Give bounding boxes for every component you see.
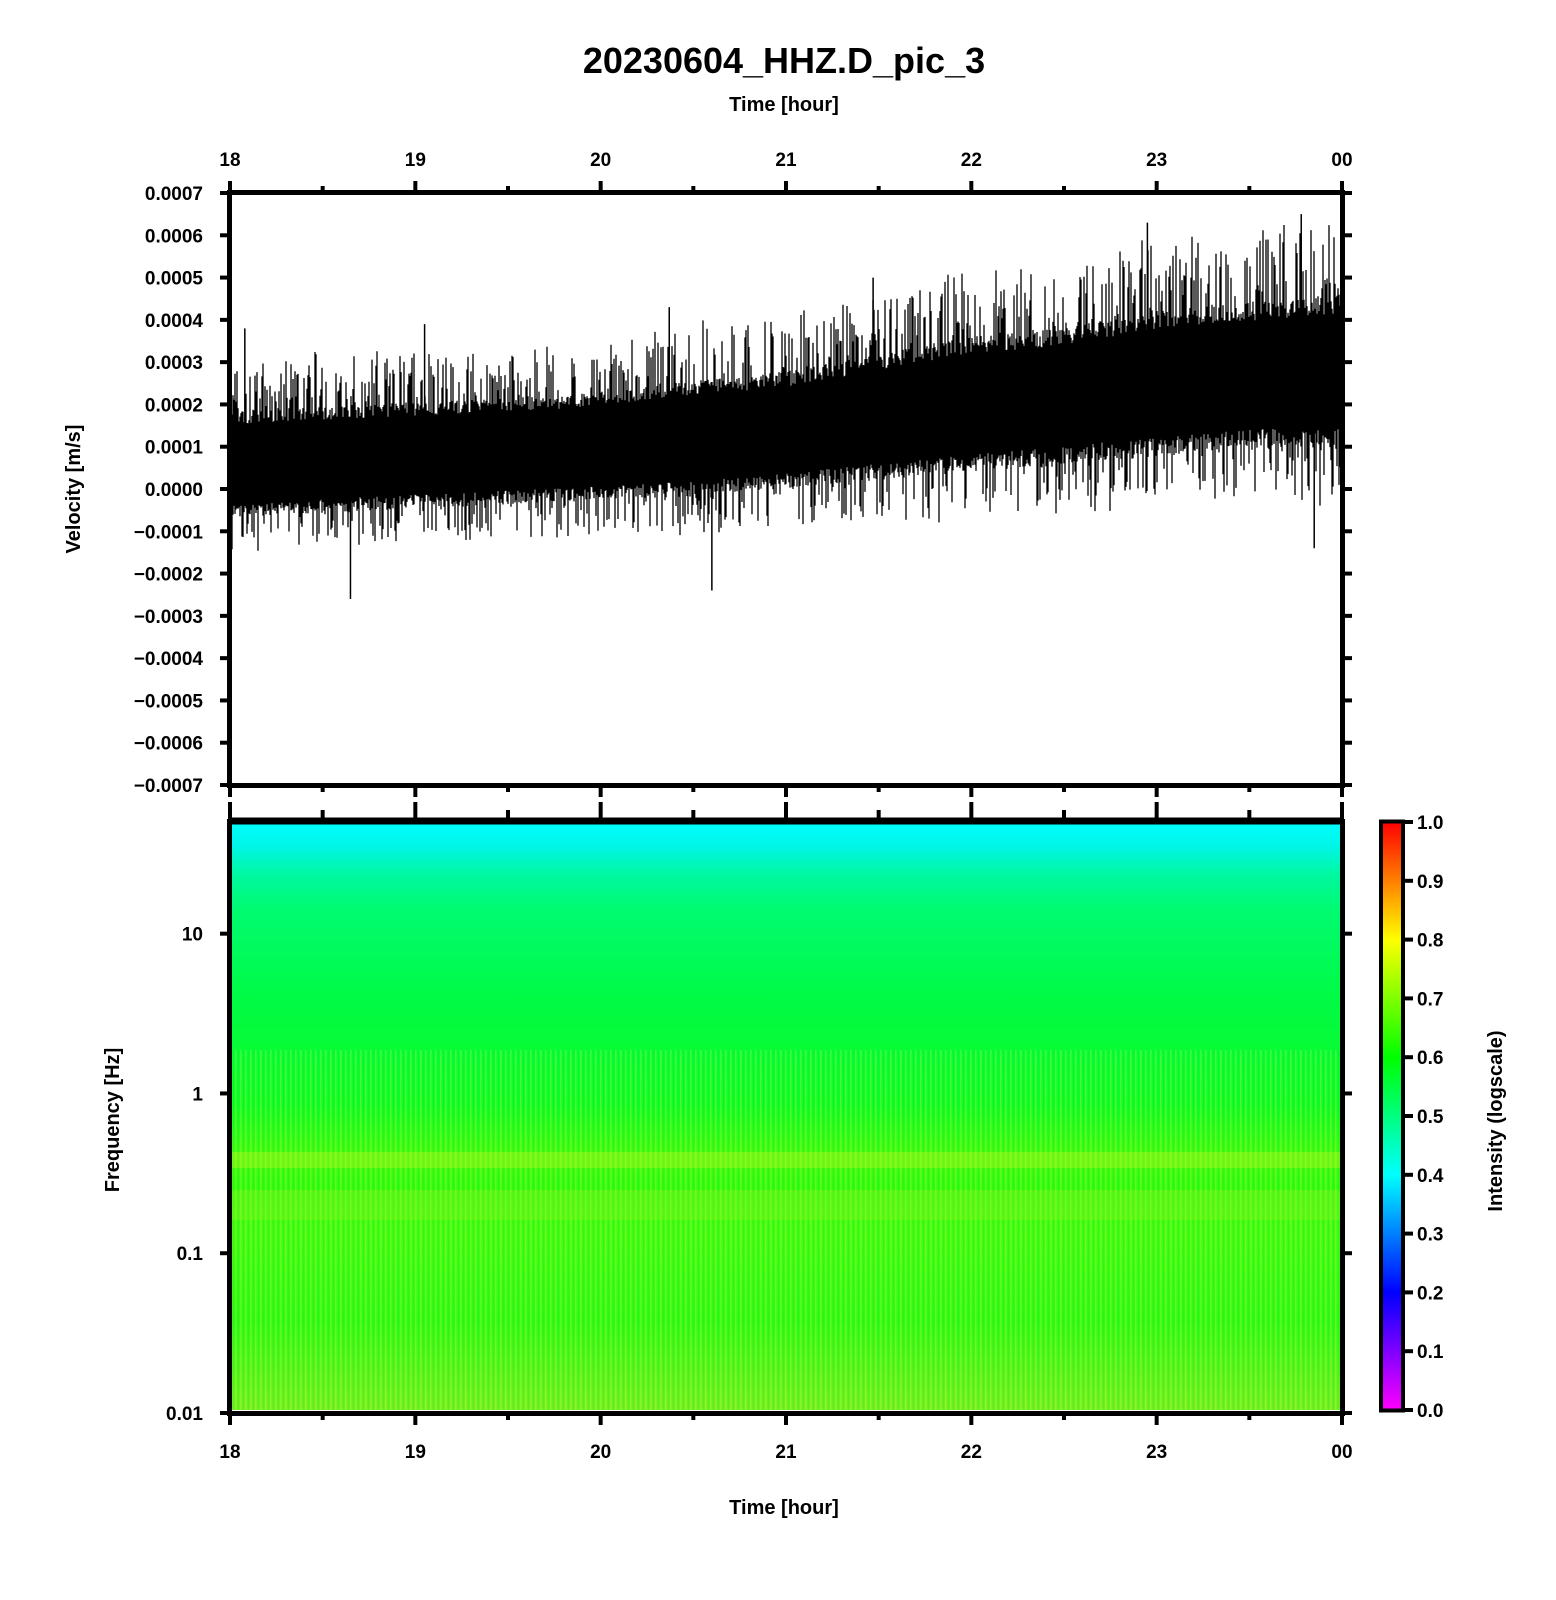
top-x-tick-label: 18: [219, 150, 240, 171]
colorbar-tick-label: 0.3: [1417, 1225, 1443, 1246]
waveform-y-tick-label: −0.0005: [134, 691, 204, 712]
waveform-y-axis-label: Velocity [m/s]: [63, 425, 85, 554]
top-x-tick-label: 00: [1331, 150, 1352, 171]
spectrogram-ticks: 18 19 20 21 22 23 00 10 1 0.1 0.01: [166, 802, 1353, 1463]
colorbar-tick-label: 0.0: [1417, 1401, 1443, 1422]
colorbar-tick-label: 0.6: [1417, 1048, 1443, 1069]
colorbar-ticks: 1.0 0.9 0.8 0.7 0.6 0.5 0.4 0.3 0.2 0.1 0.0: [1403, 813, 1444, 1422]
top-x-tick-label: 21: [775, 150, 797, 171]
waveform-panel: 18 19 20 21 22 23 00 0.0007 0.0006 0.0005 0.0004 0.…: [63, 150, 1353, 797]
frequency-tick-label: 1: [192, 1084, 203, 1105]
waveform-y-tick-label: 0.0007: [145, 184, 203, 205]
colorbar-tick-label: 0.8: [1417, 931, 1443, 952]
spectrogram-y-axis-label: Frequency [Hz]: [102, 1048, 124, 1192]
top-x-tick-label: 20: [590, 150, 611, 171]
waveform-y-tick-label: 0.0000: [145, 480, 203, 501]
waveform-y-tick-label: 0.0005: [145, 269, 204, 290]
waveform-y-tick-label: −0.0002: [134, 565, 203, 586]
waveform-y-tick-label: 0.0001: [145, 438, 204, 459]
spectrogram-band-1: [232, 1152, 1340, 1168]
bottom-x-tick-label: 00: [1331, 1442, 1352, 1463]
bottom-x-tick-label: 22: [961, 1442, 982, 1463]
colorbar-tick-label: 0.7: [1417, 989, 1443, 1010]
waveform-y-tick-label: 0.0006: [145, 226, 203, 247]
colorbar-tick-label: 0.4: [1417, 1166, 1444, 1187]
waveform-y-tick-label: 0.0004: [145, 311, 204, 332]
frequency-tick-label: 10: [182, 925, 203, 946]
colorbar-tick-label: 1.0: [1417, 813, 1443, 834]
waveform-y-tick-label: −0.0001: [134, 522, 204, 543]
frequency-tick-label: 0.01: [166, 1404, 203, 1425]
bottom-x-tick-label: 19: [405, 1442, 426, 1463]
top-x-tick-label: 19: [405, 150, 426, 171]
figure-title: 20230604_HHZ.D_pic_3: [583, 40, 985, 81]
top-x-tick-label: 22: [961, 150, 982, 171]
frequency-tick-label: 0.1: [177, 1244, 204, 1265]
colorbar-label: Intensity (logscale): [1485, 1030, 1507, 1211]
bottom-x-tick-label: 18: [219, 1442, 240, 1463]
colorbar: 1.0 0.9 0.8 0.7 0.6 0.5 0.4 0.3 0.2 0.1 0.0 Intens…: [1379, 813, 1507, 1422]
waveform-y-tick-label: −0.0003: [134, 607, 203, 628]
bottom-x-tick-label: 23: [1146, 1442, 1167, 1463]
spectrogram-band-2: [232, 1190, 1340, 1220]
colorbar-tick-label: 0.2: [1417, 1283, 1443, 1304]
waveform-trace: [230, 225, 1342, 551]
colorbar-gradient: [1382, 822, 1402, 1410]
colorbar-tick-label: 0.9: [1417, 872, 1443, 893]
bottom-x-axis-label: Time [hour]: [729, 1497, 839, 1519]
waveform-series: [230, 214, 1342, 599]
waveform-y-tick-label: 0.0002: [145, 395, 203, 416]
waveform-y-tick-label: 0.0003: [145, 353, 203, 374]
waveform-ticks: 18 19 20 21 22 23 00 0.0007 0.0006 0.0005 0.0004 0.…: [134, 150, 1353, 797]
waveform-y-tick-label: −0.0007: [134, 776, 203, 797]
top-x-axis-label: Time [hour]: [729, 94, 839, 116]
bottom-x-tick-label: 20: [590, 1442, 611, 1463]
waveform-y-tick-label: −0.0004: [134, 649, 204, 670]
colorbar-tick-label: 0.1: [1417, 1342, 1444, 1363]
spectrogram-texture: [232, 1050, 1340, 1410]
colorbar-tick-label: 0.5: [1417, 1107, 1444, 1128]
bottom-x-tick-label: 21: [775, 1442, 797, 1463]
waveform-y-tick-label: −0.0006: [134, 734, 203, 755]
top-x-tick-label: 23: [1146, 150, 1167, 171]
